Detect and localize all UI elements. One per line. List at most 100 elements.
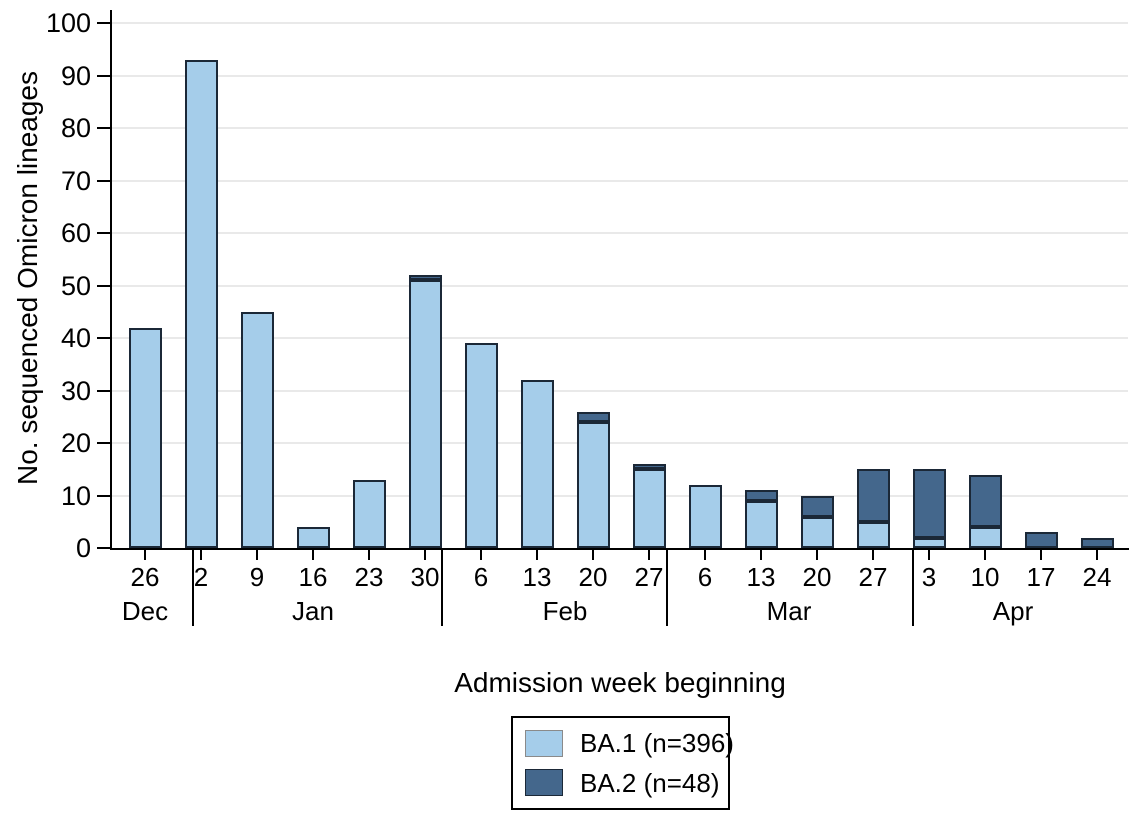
- y-tick: [97, 74, 110, 77]
- x-tick: [984, 550, 986, 560]
- y-tick-label: 100: [45, 8, 91, 38]
- bar-segment-ba2: [1024, 532, 1058, 548]
- x-tick: [312, 550, 314, 560]
- gridline: [110, 389, 1128, 392]
- x-tick: [592, 550, 594, 560]
- x-tick-label: 13: [522, 562, 552, 592]
- x-tick-label: 9: [249, 562, 265, 592]
- x-tick-label: 10: [970, 562, 1000, 592]
- y-tick-label: 50: [60, 270, 91, 301]
- bar-segment-ba2: [968, 474, 1002, 527]
- legend-row-ba2: BA.2 (n=48): [525, 769, 728, 797]
- x-tick-label: 6: [473, 562, 489, 592]
- bar-segment-ba1: [184, 59, 218, 548]
- month-label: Apr: [992, 596, 1034, 626]
- bar-segment-ba1: [296, 527, 330, 548]
- bar-segment-ba2: [576, 411, 610, 422]
- bar-segment-ba1: [744, 500, 778, 548]
- x-tick: [760, 550, 762, 560]
- bar-segment-ba1: [128, 327, 162, 548]
- x-tick: [872, 550, 874, 560]
- gridline: [110, 494, 1128, 497]
- gridline: [110, 284, 1128, 287]
- month-label: Jan: [292, 596, 334, 626]
- gridline: [110, 442, 1128, 444]
- month-separator: [912, 549, 914, 626]
- bar-segment-ba2: [800, 495, 834, 517]
- month-separator: [441, 549, 443, 626]
- bar-segment-ba1: [968, 527, 1002, 548]
- y-tick-label: 90: [60, 60, 91, 91]
- legend-row-ba1: BA.1 (n=396): [525, 729, 734, 757]
- x-tick-label: 20: [802, 562, 832, 592]
- bar-segment-ba1: [912, 537, 946, 548]
- y-tick-label: 40: [60, 323, 91, 353]
- bar-segment-ba1: [240, 311, 274, 548]
- x-tick-label: 13: [746, 562, 776, 592]
- x-tick: [480, 550, 482, 560]
- bar-segment-ba1: [408, 280, 442, 548]
- x-tick-label: 27: [634, 562, 664, 592]
- bar-segment-ba2: [912, 469, 946, 538]
- y-axis-line: [110, 10, 112, 550]
- x-tick-label: 26: [130, 562, 160, 592]
- gridline: [110, 232, 1128, 234]
- x-tick: [368, 550, 370, 560]
- x-tick: [648, 550, 650, 560]
- bar-segment-ba2: [856, 469, 890, 522]
- bar-segment-ba1: [520, 380, 554, 548]
- bar-segment-ba2: [1080, 537, 1114, 548]
- gridline: [110, 179, 1128, 182]
- x-tick: [1096, 550, 1098, 560]
- x-tick: [816, 550, 818, 560]
- x-axis-title: Admission week beginning: [454, 667, 786, 698]
- y-tick-label: 70: [60, 165, 91, 196]
- gridline: [110, 127, 1128, 129]
- y-tick: [97, 284, 110, 287]
- y-tick: [97, 389, 110, 392]
- legend-label-ba2: BA.2 (n=48): [580, 767, 720, 798]
- x-tick-label: 3: [921, 562, 937, 592]
- y-tick-label: 60: [60, 218, 91, 248]
- x-tick-label: 17: [1026, 562, 1056, 592]
- bar-segment-ba2: [744, 490, 778, 501]
- x-tick-label: 2: [193, 562, 209, 592]
- x-tick: [928, 550, 930, 560]
- bar-segment-ba1: [800, 516, 834, 548]
- y-tick: [97, 22, 110, 24]
- x-tick: [200, 550, 202, 560]
- bar-segment-ba1: [688, 485, 722, 548]
- x-tick-label: 27: [858, 562, 888, 592]
- x-tick-label: 24: [1082, 562, 1112, 592]
- gridline: [110, 74, 1128, 77]
- gridline: [110, 337, 1128, 339]
- y-tick: [97, 127, 110, 129]
- month-separator: [192, 549, 194, 626]
- bar-segment-ba2: [632, 464, 666, 470]
- y-tick: [97, 179, 110, 182]
- y-tick-label: 0: [75, 533, 91, 563]
- x-tick-label: 23: [354, 562, 384, 592]
- y-tick-label: 20: [60, 428, 91, 458]
- legend-label-ba1: BA.1 (n=396): [580, 728, 734, 759]
- x-axis-line: [110, 548, 1129, 550]
- x-tick-label: 6: [697, 562, 713, 592]
- legend-swatch-ba1-icon: [525, 729, 563, 757]
- bar-segment-ba1: [856, 521, 890, 548]
- bar-segment-ba1: [576, 422, 610, 548]
- x-tick: [256, 550, 258, 560]
- month-label: Feb: [542, 596, 588, 626]
- x-tick: [1040, 550, 1042, 560]
- bar-segment-ba1: [352, 479, 386, 548]
- legend-swatch-ba2-icon: [525, 769, 563, 797]
- bar-segment-ba2: [408, 275, 442, 281]
- x-tick: [704, 550, 706, 560]
- gridline: [110, 22, 1128, 24]
- x-tick-label: 16: [298, 562, 328, 592]
- month-separator: [666, 549, 668, 626]
- y-tick: [97, 442, 110, 444]
- x-tick: [536, 550, 538, 560]
- bar-segment-ba1: [464, 343, 498, 548]
